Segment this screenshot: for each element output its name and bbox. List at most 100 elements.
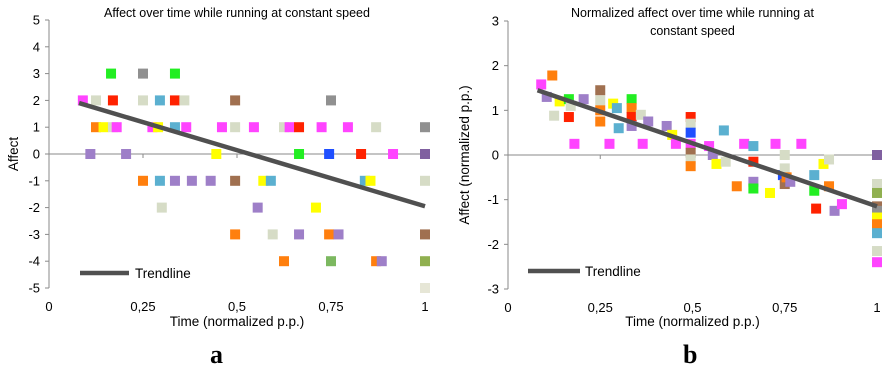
data-point (179, 95, 190, 106)
chart-title: Affect over time while running at consta… (104, 6, 370, 20)
data-point (138, 95, 148, 106)
legend-label: Trendline (135, 266, 191, 281)
data-point (836, 199, 847, 210)
data-point (872, 205, 882, 216)
data-point (106, 68, 117, 79)
data-point (720, 156, 731, 167)
data-point (748, 141, 759, 152)
data-point (169, 68, 180, 79)
data-point (342, 122, 353, 133)
data-point (326, 256, 336, 267)
y-tick-label: 5 (33, 13, 40, 28)
data-point (420, 175, 430, 186)
data-point (613, 123, 624, 134)
data-point (809, 185, 820, 196)
data-point (685, 118, 696, 129)
trendline (78, 100, 426, 209)
data-point (77, 95, 88, 106)
data-point (770, 138, 781, 149)
data-point (365, 175, 376, 186)
data-point (371, 256, 382, 267)
data-point (811, 203, 822, 214)
y-tick-label: -4 (28, 254, 40, 269)
data-point (356, 149, 367, 159)
data-point (248, 122, 259, 133)
data-point (707, 150, 718, 160)
data-point (872, 219, 882, 230)
data-point (420, 229, 430, 240)
y-axis-label: Affect (6, 137, 21, 172)
data-point (85, 149, 96, 159)
data-point (637, 138, 648, 149)
data-point (748, 156, 759, 167)
data-point (267, 229, 278, 240)
data-point (685, 161, 696, 172)
data-point (748, 183, 759, 194)
x-tick-label: 0,25 (130, 299, 155, 314)
data-point (138, 68, 148, 79)
y-tick-label: -1 (487, 192, 499, 207)
data-point (420, 149, 430, 159)
data-point (818, 158, 829, 169)
data-point (872, 179, 882, 190)
data-point (685, 147, 696, 158)
data-point (872, 150, 882, 160)
trendline (536, 88, 878, 209)
data-point (169, 95, 180, 106)
data-point (310, 202, 321, 213)
x-tick-label: 0,75 (772, 300, 797, 315)
data-point (324, 229, 335, 240)
data-point (541, 91, 552, 102)
data-point (547, 70, 558, 81)
data-point (549, 110, 560, 121)
legend-label: Trendline (585, 264, 641, 279)
data-point (670, 138, 681, 149)
data-point (98, 122, 109, 133)
y-tick-label: -3 (487, 282, 499, 297)
data-point (764, 187, 775, 198)
data-point (420, 256, 430, 267)
data-point (279, 122, 289, 133)
data-point (554, 96, 565, 107)
y-tick-label: 2 (492, 58, 499, 73)
data-point (578, 94, 589, 105)
data-point (91, 95, 101, 106)
chart-b: Normalized affect over time while runnin… (457, 6, 882, 329)
data-point (739, 138, 750, 149)
chart-a: Affect over time while running at consta… (6, 6, 430, 329)
data-point (294, 149, 305, 159)
data-point (230, 95, 241, 106)
y-tick-label: -5 (28, 281, 40, 296)
y-tick-label: 1 (492, 103, 499, 118)
data-point (265, 175, 276, 186)
data-point (565, 100, 576, 111)
data-point (824, 154, 835, 165)
data-point (324, 149, 335, 159)
data-point (211, 149, 222, 159)
data-point (829, 205, 840, 216)
x-tick-label: 0,5 (228, 299, 246, 314)
y-tick-label: -2 (487, 237, 499, 252)
data-point (604, 138, 615, 149)
data-point (326, 95, 336, 106)
data-point (704, 141, 715, 152)
data-point (156, 202, 167, 213)
data-point (872, 246, 882, 257)
data-point (611, 103, 622, 114)
data-point (230, 122, 241, 133)
data-point (748, 176, 759, 187)
data-point (718, 125, 729, 136)
data-point (388, 149, 399, 159)
panel-label-a: a (210, 340, 223, 369)
data-point (186, 175, 197, 186)
data-point (284, 122, 295, 133)
data-point (643, 116, 654, 127)
y-tick-label: -3 (28, 227, 40, 242)
data-point (252, 202, 263, 213)
data-point (420, 283, 430, 293)
data-point (169, 122, 180, 133)
data-point (626, 120, 637, 131)
x-tick-label: 0,25 (588, 300, 613, 315)
data-point (569, 138, 580, 149)
